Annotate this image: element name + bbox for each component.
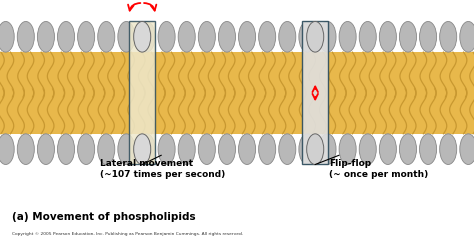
Ellipse shape bbox=[134, 22, 151, 52]
Ellipse shape bbox=[17, 134, 34, 164]
Ellipse shape bbox=[138, 134, 155, 164]
Ellipse shape bbox=[0, 22, 14, 52]
Ellipse shape bbox=[134, 134, 151, 164]
Ellipse shape bbox=[118, 22, 135, 52]
Ellipse shape bbox=[78, 134, 95, 164]
Ellipse shape bbox=[198, 22, 215, 52]
Ellipse shape bbox=[299, 22, 316, 52]
Ellipse shape bbox=[359, 22, 376, 52]
Ellipse shape bbox=[419, 22, 437, 52]
Ellipse shape bbox=[319, 22, 336, 52]
Ellipse shape bbox=[78, 22, 95, 52]
Ellipse shape bbox=[0, 134, 14, 164]
Ellipse shape bbox=[238, 22, 255, 52]
Ellipse shape bbox=[319, 134, 336, 164]
Ellipse shape bbox=[118, 134, 135, 164]
Text: (a) Movement of phospholipids: (a) Movement of phospholipids bbox=[12, 212, 195, 222]
Ellipse shape bbox=[279, 134, 296, 164]
Ellipse shape bbox=[219, 134, 236, 164]
Ellipse shape bbox=[57, 134, 74, 164]
Ellipse shape bbox=[219, 22, 236, 52]
Ellipse shape bbox=[37, 22, 55, 52]
Ellipse shape bbox=[440, 22, 457, 52]
Ellipse shape bbox=[460, 22, 474, 52]
Text: Copyright © 2005 Pearson Education, Inc. Publishing as Pearson Benjamin Cummings: Copyright © 2005 Pearson Education, Inc.… bbox=[12, 232, 243, 236]
Text: Lateral movement
(~107 times per second): Lateral movement (~107 times per second) bbox=[100, 159, 225, 179]
Ellipse shape bbox=[379, 22, 396, 52]
Ellipse shape bbox=[359, 134, 376, 164]
Ellipse shape bbox=[279, 22, 296, 52]
Ellipse shape bbox=[307, 22, 324, 52]
Text: Flip-flop
(~ once per month): Flip-flop (~ once per month) bbox=[329, 159, 428, 179]
Ellipse shape bbox=[138, 22, 155, 52]
Ellipse shape bbox=[460, 134, 474, 164]
Ellipse shape bbox=[259, 22, 276, 52]
Ellipse shape bbox=[400, 134, 417, 164]
Ellipse shape bbox=[57, 22, 74, 52]
Ellipse shape bbox=[178, 134, 195, 164]
Ellipse shape bbox=[339, 134, 356, 164]
Ellipse shape bbox=[158, 22, 175, 52]
Ellipse shape bbox=[178, 22, 195, 52]
Ellipse shape bbox=[238, 134, 255, 164]
Bar bbox=[129, 22, 155, 164]
Ellipse shape bbox=[400, 22, 417, 52]
Bar bbox=[302, 22, 328, 164]
Ellipse shape bbox=[17, 22, 34, 52]
Ellipse shape bbox=[419, 134, 437, 164]
Ellipse shape bbox=[259, 134, 276, 164]
Ellipse shape bbox=[299, 134, 316, 164]
Bar bbox=[0, 52, 474, 134]
Ellipse shape bbox=[98, 134, 115, 164]
Ellipse shape bbox=[379, 134, 396, 164]
Ellipse shape bbox=[37, 134, 55, 164]
Ellipse shape bbox=[440, 134, 457, 164]
Ellipse shape bbox=[98, 22, 115, 52]
Ellipse shape bbox=[158, 134, 175, 164]
Ellipse shape bbox=[339, 22, 356, 52]
Ellipse shape bbox=[198, 134, 215, 164]
Ellipse shape bbox=[307, 134, 324, 164]
